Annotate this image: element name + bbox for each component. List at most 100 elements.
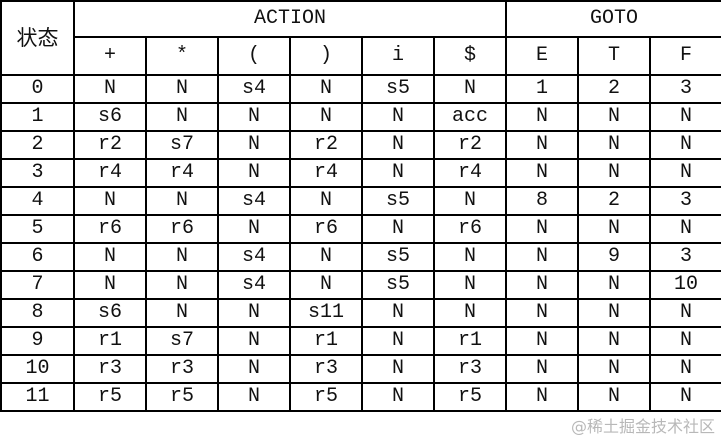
goto-cell: 3 [649,242,721,272]
action-cell: N [432,242,508,272]
goto-cell: N [505,354,580,384]
state-cell: 2 [0,130,75,160]
action-cell: r1 [73,326,147,356]
action-cell: N [361,130,435,160]
action-cell: N [217,354,291,384]
state-cell: 4 [0,186,75,216]
goto-cell: N [505,382,580,412]
action-cell: N [432,270,508,300]
goto-cell: N [577,102,652,132]
action-symbol-header: ( [217,36,291,76]
watermark: @稀土掘金技术社区 [570,417,715,436]
action-cell: N [432,186,508,216]
goto-cell: 8 [505,186,580,216]
goto-cell: N [505,130,580,160]
goto-cell: N [649,214,721,244]
action-cell: acc [432,102,508,132]
action-cell: N [361,214,435,244]
state-header: 状态 [0,0,75,76]
action-cell: s4 [217,270,291,300]
action-cell: N [289,270,363,300]
action-cell: r4 [432,158,508,188]
action-cell: r4 [73,158,147,188]
action-cell: s6 [73,298,147,328]
goto-cell: 3 [649,186,721,216]
action-cell: N [217,214,291,244]
goto-cell: N [505,242,580,272]
goto-cell: N [577,326,652,356]
action-cell: N [361,158,435,188]
goto-cell: N [649,130,721,160]
action-cell: s5 [361,242,435,272]
action-cell: N [145,242,219,272]
action-cell: N [361,326,435,356]
goto-cell: 10 [649,270,721,300]
action-cell: N [361,298,435,328]
action-cell: N [289,186,363,216]
action-cell: N [289,242,363,272]
action-cell: r4 [145,158,219,188]
action-cell: r5 [432,382,508,412]
action-cell: N [217,158,291,188]
action-cell: N [217,130,291,160]
goto-cell: N [577,214,652,244]
action-cell: N [217,382,291,412]
action-cell: r4 [289,158,363,188]
action-cell: N [217,298,291,328]
action-cell: s6 [73,102,147,132]
action-cell: r3 [289,354,363,384]
action-cell: r2 [432,130,508,160]
state-cell: 1 [0,102,75,132]
goto-cell: 1 [505,74,580,104]
goto-cell: N [577,270,652,300]
goto-cell: N [649,382,721,412]
action-cell: r6 [73,214,147,244]
action-cell: s7 [145,130,219,160]
action-cell: s7 [145,326,219,356]
goto-cell: N [649,298,721,328]
state-cell: 3 [0,158,75,188]
action-cell: r5 [145,382,219,412]
action-cell: s5 [361,186,435,216]
action-cell: r6 [145,214,219,244]
action-cell: N [73,242,147,272]
goto-cell: N [577,130,652,160]
action-cell: r5 [73,382,147,412]
action-cell: N [145,270,219,300]
action-cell: r2 [289,130,363,160]
action-cell: r2 [73,130,147,160]
goto-cell: 2 [577,74,652,104]
goto-cell: N [649,158,721,188]
action-cell: r5 [289,382,363,412]
action-cell: N [289,102,363,132]
goto-cell: N [649,102,721,132]
action-cell: N [432,298,508,328]
state-cell: 0 [0,74,75,104]
goto-cell: 2 [577,186,652,216]
goto-cell: N [577,158,652,188]
action-cell: N [361,382,435,412]
action-symbol-header: i [361,36,435,76]
action-cell: N [145,102,219,132]
state-cell: 11 [0,382,75,412]
action-cell: N [432,74,508,104]
action-cell: r6 [289,214,363,244]
goto-cell: N [505,270,580,300]
action-cell: r3 [145,354,219,384]
action-header: ACTION [72,0,508,38]
goto-cell: N [505,158,580,188]
action-symbol-header: ) [289,36,363,76]
action-cell: N [145,186,219,216]
